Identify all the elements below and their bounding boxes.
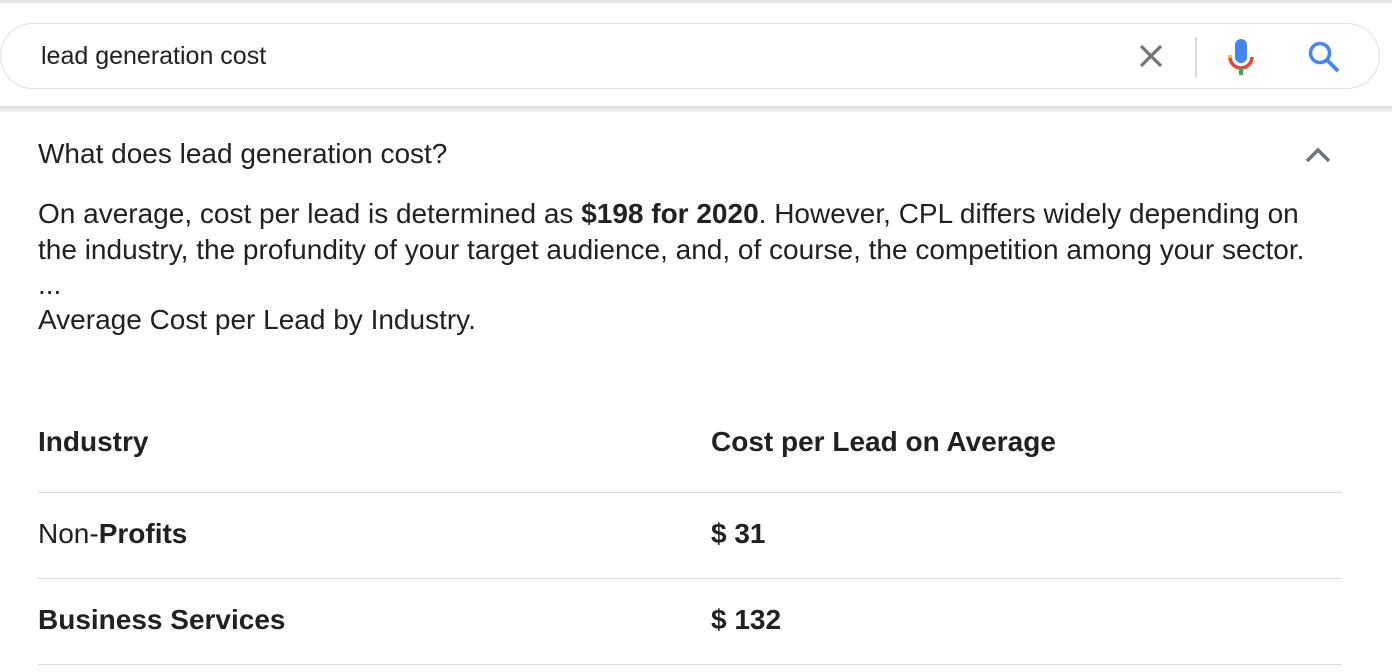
header-cost: Cost per Lead on Average	[711, 426, 1056, 457]
industry-cell-bold: Business Services	[38, 604, 286, 635]
microphone-icon[interactable]	[1227, 38, 1255, 78]
answer-text-cont: . However, CPL differs widely depending …	[38, 198, 1305, 265]
faq-answer: On average, cost per lead is determined …	[38, 196, 1338, 338]
search-input[interactable]: lead generation cost	[41, 42, 267, 70]
ellipsis: ...	[38, 269, 62, 300]
close-icon[interactable]	[1136, 41, 1166, 71]
industry-cell: Non-	[38, 518, 99, 549]
search-box[interactable]: lead generation cost	[0, 23, 1380, 89]
search-icon[interactable]	[1307, 40, 1341, 74]
table-caption: Average Cost per Lead by Industry.	[38, 304, 476, 335]
cost-cell: $ 132	[711, 604, 782, 635]
industry-cell-bold: Profits	[98, 518, 188, 549]
chevron-up-icon[interactable]	[1303, 144, 1333, 166]
divider	[1195, 37, 1197, 77]
table-header: Industry Cost per Lead on Average	[38, 408, 1342, 493]
table-row: Non-Profits $ 31	[38, 493, 1342, 579]
faq-question[interactable]: What does lead generation cost?	[38, 138, 448, 169]
answer-text: On average, cost per lead is determined …	[38, 198, 582, 229]
answer-highlight: $198 for 2020	[581, 198, 759, 229]
top-border	[0, 0, 1392, 3]
header-shadow	[0, 106, 1392, 112]
cost-table: Industry Cost per Lead on Average Non-Pr…	[38, 408, 1342, 665]
header-industry: Industry	[38, 426, 149, 457]
cost-cell: $ 31	[711, 518, 766, 549]
table-row: Business Services $ 132	[38, 579, 1342, 665]
